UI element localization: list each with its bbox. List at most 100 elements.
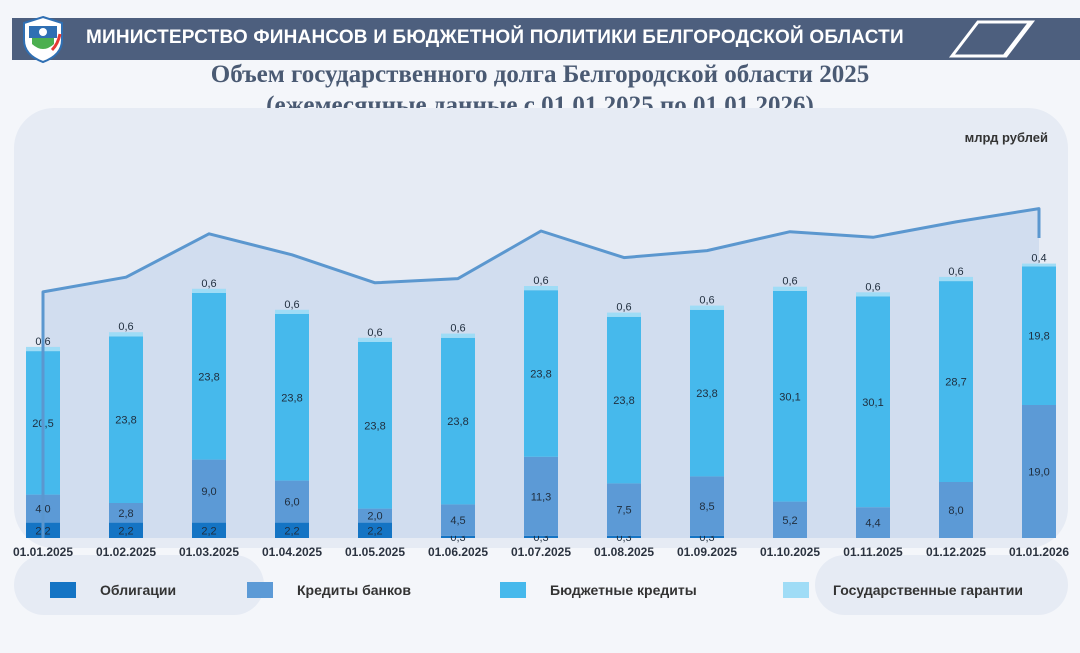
bar-2-6 <box>441 504 475 536</box>
x-tick-label-2: 01.02.2025 <box>96 545 156 559</box>
data-label-3-3: 23,8 <box>198 371 219 383</box>
total-line <box>41 207 1041 538</box>
bar-2-2 <box>109 503 143 523</box>
bar-2-9 <box>690 476 724 536</box>
bar-2-3 <box>192 459 226 523</box>
bar-2-5 <box>358 508 392 523</box>
data-label-3-10: 30,1 <box>779 391 800 403</box>
bar-1-6 <box>441 535 475 538</box>
data-label-2-13: 19,0 <box>1028 467 1049 479</box>
bar-2-8 <box>607 483 641 536</box>
data-label-2-10: 5,2 <box>782 515 797 527</box>
data-label-3-7: 23,8 <box>530 369 551 381</box>
chart-title: Объем государственного долга Белгородско… <box>210 61 870 88</box>
bar-3-4 <box>275 314 309 481</box>
data-label-4-12: 0,6 <box>948 266 963 278</box>
bar-2-13 <box>1022 405 1056 538</box>
data-label-2-2: 2,8 <box>118 508 133 520</box>
data-label-2-4: 6,0 <box>284 497 299 509</box>
x-tick-label-3: 01.03.2025 <box>179 545 239 559</box>
bar-4-13 <box>1022 263 1056 267</box>
data-label-3-13: 19,8 <box>1028 331 1049 343</box>
data-label-1-5: 2,2 <box>367 525 382 537</box>
data-label-4-6: 0,6 <box>450 323 465 335</box>
data-label-4-10: 0,6 <box>782 276 797 288</box>
bar-3-8 <box>607 316 641 484</box>
bar-1-5 <box>358 522 392 538</box>
data-label-3-6: 23,8 <box>447 416 468 428</box>
data-label-4-2: 0,6 <box>118 321 133 333</box>
bar-4-8 <box>607 312 641 317</box>
bar-3-3 <box>192 293 226 460</box>
data-label-2-7: 11,3 <box>531 491 552 503</box>
header-bar: МИНИСТЕРСТВО ФИНАНСОВ И БЮДЖЕТНОЙ ПОЛИТИ… <box>12 15 1080 64</box>
data-label-3-5: 23,8 <box>364 420 385 432</box>
data-label-1-2: 2,2 <box>118 525 133 537</box>
bar-2-4 <box>275 480 309 523</box>
legend-background-panel-right <box>815 555 1068 615</box>
legend-label-3: Бюджетные кредиты <box>550 582 697 598</box>
data-label-3-2: 23,8 <box>115 415 136 427</box>
unit-label: млрд рублей <box>964 130 1048 145</box>
legend-label-2: Кредиты банков <box>297 582 411 598</box>
data-label-4-7: 0,6 <box>533 275 548 287</box>
bar-2-10 <box>773 501 807 538</box>
bar-3-11 <box>856 296 890 508</box>
legend-swatch-1 <box>50 582 76 598</box>
legend: Облигации Кредиты банков Бюджетные кредиты… <box>0 578 1080 608</box>
legend-swatch-2 <box>247 582 273 598</box>
bar-4-12 <box>939 276 973 282</box>
bar-4-9 <box>690 305 724 310</box>
bar-1-3 <box>192 522 226 538</box>
legend-swatch-4 <box>783 582 809 598</box>
data-label-2-6: 4,5 <box>450 515 465 527</box>
bar-3-7 <box>524 290 558 457</box>
legend-label-1: Облигации <box>100 582 177 598</box>
x-tick-label-4: 01.04.2025 <box>262 545 322 559</box>
data-label-3-9: 23,8 <box>696 388 717 400</box>
x-tick-label-5: 01.05.2025 <box>345 545 405 559</box>
data-label-4-11: 0,6 <box>865 281 880 293</box>
bar-3-13 <box>1022 266 1056 405</box>
x-tick-label-9: 01.09.2025 <box>677 545 737 559</box>
bar-1-8 <box>607 535 641 538</box>
bar-2-12 <box>939 482 973 538</box>
data-label-2-11: 4,4 <box>865 518 880 530</box>
data-label-4-9: 0,6 <box>699 295 714 307</box>
bar-4-7 <box>524 286 558 291</box>
bar-4-4 <box>275 309 309 314</box>
bar-4-2 <box>109 332 143 337</box>
bar-3-5 <box>358 342 392 509</box>
bar-3-9 <box>690 309 724 477</box>
data-label-4-3: 0,6 <box>201 278 216 290</box>
bar-4-6 <box>441 333 475 338</box>
legend-label-4: Государственные гарантии <box>833 582 1023 598</box>
bar-1-4 <box>275 522 309 538</box>
x-tick-label-1: 01.01.2025 <box>13 545 73 559</box>
bar-3-10 <box>773 290 807 502</box>
data-label-2-5: 2,0 <box>367 511 382 523</box>
data-label-3-12: 28,7 <box>945 377 966 389</box>
bar-4-10 <box>773 286 807 291</box>
x-tick-label-12: 01.12.2025 <box>926 545 986 559</box>
bar-3-12 <box>939 281 973 482</box>
header-title: МИНИСТЕРСТВО ФИНАНСОВ И БЮДЖЕТНОЙ ПОЛИТИ… <box>86 27 904 48</box>
data-label-2-3: 9,0 <box>201 486 216 498</box>
data-label-4-8: 0,6 <box>616 302 631 314</box>
data-label-2-12: 8,0 <box>948 505 963 517</box>
data-label-4-4: 0,6 <box>284 299 299 311</box>
bar-4-11 <box>856 292 890 297</box>
x-tick-label-11: 01.11.2025 <box>843 545 903 559</box>
data-label-2-8: 7,5 <box>616 505 631 517</box>
bar-4-5 <box>358 337 392 342</box>
bar-2-11 <box>856 507 890 538</box>
bar-3-2 <box>109 336 143 503</box>
data-label-3-8: 23,8 <box>613 395 634 407</box>
bar-4-3 <box>192 288 226 293</box>
bar-1-2 <box>109 522 143 538</box>
data-label-3-11: 30,1 <box>862 397 883 409</box>
x-tick-label-8: 01.08.2025 <box>594 545 654 559</box>
data-label-2-9: 8,5 <box>699 501 714 513</box>
x-tick-label-10: 01.10.2025 <box>760 545 820 559</box>
